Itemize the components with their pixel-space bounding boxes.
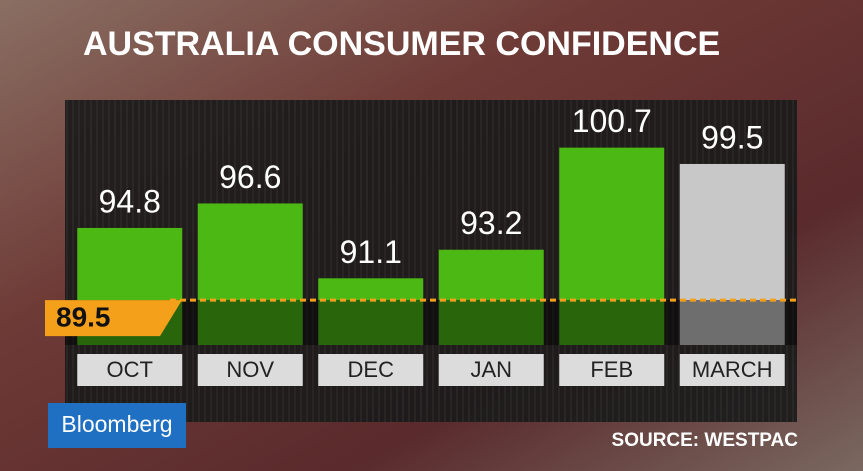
category-box — [197, 354, 303, 386]
x-tick-label: MARCH — [692, 357, 773, 382]
value-label: 96.6 — [219, 159, 281, 195]
brand-box — [48, 403, 186, 448]
brand: Bloomberg — [61, 411, 172, 437]
x-tick-label: DEC — [348, 357, 395, 382]
value-label: 94.8 — [99, 183, 161, 219]
value-label: 99.5 — [701, 119, 763, 155]
value-label: 93.2 — [460, 205, 522, 241]
bar — [559, 147, 665, 345]
category-box — [318, 354, 424, 386]
bar — [438, 249, 544, 345]
bar — [318, 278, 424, 345]
value-label: 100.7 — [572, 103, 652, 139]
below-line-shade — [65, 300, 797, 345]
category-box — [679, 354, 785, 386]
source: SOURCE: WESTPAC — [612, 430, 799, 451]
panel — [65, 100, 797, 422]
chart-title: AUSTRALIA CONSUMER CONFIDENCE — [83, 25, 720, 63]
reference-tag — [45, 300, 182, 337]
reference-label: 89.5 — [56, 301, 111, 332]
bar — [679, 163, 785, 345]
category-box — [77, 354, 183, 386]
x-tick-label: FEB — [590, 357, 633, 382]
value-label: 91.1 — [340, 234, 402, 270]
category-box — [559, 354, 665, 386]
category-box — [438, 354, 544, 386]
x-tick-label: NOV — [226, 357, 274, 382]
bar — [197, 203, 303, 345]
x-tick-label: JAN — [470, 357, 512, 382]
x-tick-label: OCT — [107, 357, 153, 382]
